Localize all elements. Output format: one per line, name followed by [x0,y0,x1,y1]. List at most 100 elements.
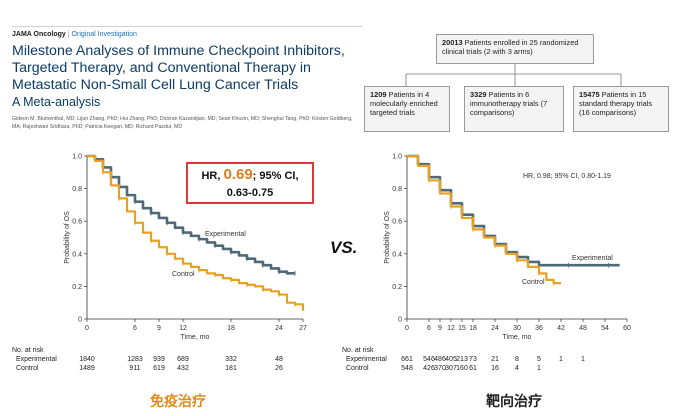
at-risk-value: 1840 [79,356,95,363]
flow-connectors [405,64,622,86]
series-label-control: Control [172,271,195,278]
at-risk-value: 619 [153,365,165,372]
x-tick-label: 18 [469,325,477,332]
at-risk-value: 48 [275,356,283,363]
y-tick-label: 0.2 [392,284,402,291]
hr-prefix: HR, [201,170,224,182]
flow-box-count: 15475 [579,90,600,99]
at-risk-value: 1283 [127,356,143,363]
y-tick-label: 0.4 [392,251,402,258]
at-risk-value: 8 [515,356,519,363]
at-risk-value: 661 [401,356,413,363]
at-risk-value: 689 [177,356,189,363]
flow-top-text: Patients enrolled in 25 randomized clini… [442,38,579,56]
y-tick-label: 0.6 [392,219,402,226]
article-subtitle: A Meta-analysis [12,95,101,109]
hr-text: HR, 0.98; 95% CI, 0.80-1.19 [523,173,611,180]
journal-name: JAMA Oncology [12,31,66,38]
y-tick-label: 0.6 [72,219,82,226]
at-risk-value: 5 [537,356,541,363]
x-axis-label: Time, mo [181,334,210,341]
flow-box-count: 1209 [370,90,387,99]
at-risk-value: 546 [423,356,435,363]
at-risk-value: 548 [401,365,413,372]
caption-immunotherapy: 免疫治疗 [150,393,206,409]
x-tick-label: 9 [438,325,442,332]
y-tick-label: 0 [78,317,82,324]
at-risk-value: 1489 [79,365,95,372]
at-risk-value: 73 [469,356,477,363]
at-risk-value: 370 [434,365,446,372]
at-risk-value: 26 [275,365,283,372]
flow-box-immunotherapy: 3329 Patients in 6 immunotherapy trials … [464,86,564,132]
hr-box: HR, 0.69; 95% CI, 0.63-0.75 [186,162,314,204]
at-risk-value: 181 [225,365,237,372]
at-risk-value: 939 [153,356,165,363]
flow-top-count: 20013 [442,38,463,47]
series-label-experimental: Experimental [205,231,246,238]
x-tick-label: 12 [447,325,455,332]
x-tick-label: 15 [458,325,466,332]
at-risk-value: 21 [491,356,499,363]
x-axis-label: Time, mo [503,334,532,341]
hr-ci: 0.63-0.75 [226,187,274,199]
y-tick-label: 0.8 [392,186,402,193]
y-tick-label: 1.0 [392,154,402,161]
y-tick-label: 1.0 [72,154,82,161]
flow-box-targeted: 1209 Patients in 4 molecularly enriched … [364,86,450,132]
at-risk-value: 1 [537,365,541,372]
flow-box-text: Patients in 4 molecularly enriched targe… [370,90,438,117]
km-curve-experimental [407,154,620,267]
x-tick-label: 18 [227,325,235,332]
journal-separator: | [67,31,70,38]
x-tick-label: 6 [427,325,431,332]
at-risk-value: 4 [515,365,519,372]
at-risk-value: 160 [456,365,468,372]
y-tick-label: 0 [398,317,402,324]
y-axis-label: Probability of OS [64,211,71,264]
vs-label: VS. [330,238,358,257]
at-risk-row-label: Control [346,365,369,372]
at-risk-value: 1 [581,356,585,363]
x-tick-label: 27 [299,325,307,332]
x-tick-label: 48 [579,325,587,332]
y-tick-label: 0.2 [72,284,82,291]
x-tick-label: 54 [601,325,609,332]
at-risk-title: No. at risk [342,347,374,354]
flow-top-box: 20013 Patients enrolled in 25 randomized… [436,34,594,64]
hr-suffix: ; 95% CI, [252,170,299,182]
x-tick-label: 0 [85,325,89,332]
at-risk-value: 426 [423,365,435,372]
flow-box-standard: 15475 Patients in 15 standard therapy tr… [573,86,669,132]
at-risk-row-label: Control [16,365,39,372]
article-header: JAMA Oncology | Original Investigation M… [12,26,362,151]
at-risk-value: 911 [129,365,140,372]
journal-line: JAMA Oncology | Original Investigation [12,31,137,38]
at-risk-row-label: Experimental [346,356,387,363]
author-list: Gideon M. Blumenthal, MD; Lijun Zhang, P… [12,116,353,130]
km-chart-immunotherapy: 0 0.2 0.4 0.6 0.8 1.0 0 6 9 12 18 24 27 Time, mo Proba… [12,154,307,373]
y-tick-label: 0.4 [72,251,82,258]
at-risk-value: 307 [445,365,457,372]
flow-box-count: 3329 [470,90,487,99]
at-risk-value: 1 [559,356,563,363]
x-tick-label: 24 [275,325,283,332]
x-tick-label: 30 [513,325,521,332]
km-curve-control [407,154,561,285]
km-curve-experimental [87,154,295,275]
hr-value: 0.69 [223,166,253,183]
x-tick-label: 60 [623,325,631,332]
x-tick-label: 6 [133,325,137,332]
at-risk-value: 332 [225,356,237,363]
y-tick-label: 0.8 [72,186,82,193]
caption-targeted: 靶向治疗 [486,393,542,409]
x-tick-label: 42 [557,325,565,332]
flow-box-text: Patients in 6 immunotherapy trials (7 co… [470,90,548,117]
at-risk-value: 213 [456,356,468,363]
km-chart-targeted: 00.20.40.60.81.00 6 9 12 15 18 24 30 36 42 48 54 60T… [342,154,631,373]
series-label-experimental: Experimental [572,255,613,262]
at-risk-value: 16 [491,365,499,372]
at-risk-value: 432 [177,365,189,372]
at-risk-value: 61 [469,365,477,372]
article-title: Milestone Analyses of Immune Checkpoint … [12,43,345,93]
